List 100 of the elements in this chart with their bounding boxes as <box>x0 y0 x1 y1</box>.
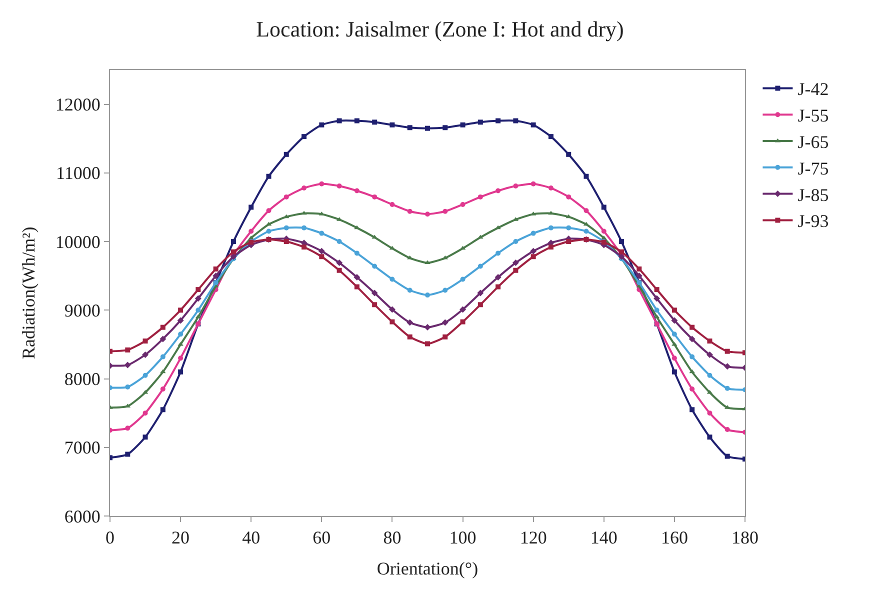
point <box>302 225 307 230</box>
point <box>707 434 712 440</box>
point <box>425 126 430 131</box>
point <box>513 118 518 124</box>
point <box>478 234 484 239</box>
legend-label: J-93 <box>798 211 829 232</box>
point <box>530 248 537 254</box>
point <box>654 295 660 302</box>
y-tick-label: 8000 <box>64 369 100 390</box>
point <box>672 332 677 337</box>
point <box>142 338 148 344</box>
x-tick-label: 40 <box>242 528 260 548</box>
x-axis-title: Orientation(°) <box>376 558 478 579</box>
y-tick-label: 6000 <box>64 506 100 526</box>
point <box>584 208 589 214</box>
point <box>672 356 677 361</box>
point <box>336 183 342 188</box>
legend-label: J-55 <box>798 106 829 126</box>
point <box>390 202 395 207</box>
point <box>530 254 536 260</box>
legend-label: J-85 <box>798 184 829 205</box>
point <box>125 347 130 352</box>
point <box>619 249 624 254</box>
point <box>160 369 166 374</box>
point <box>548 244 554 250</box>
point <box>213 266 218 272</box>
point <box>601 204 606 210</box>
point <box>160 324 166 330</box>
point <box>496 118 501 124</box>
point <box>478 302 483 308</box>
point <box>354 284 360 290</box>
point <box>636 266 642 272</box>
point <box>160 354 166 360</box>
point <box>319 181 324 186</box>
point <box>125 384 130 390</box>
point <box>125 426 130 431</box>
point <box>266 228 272 234</box>
point <box>566 225 572 230</box>
point <box>460 122 466 128</box>
point <box>724 348 730 354</box>
point <box>266 208 272 214</box>
x-tick-label: 80 <box>383 528 402 548</box>
point <box>407 208 412 214</box>
legend-label: J-65 <box>798 132 829 152</box>
point <box>178 369 184 374</box>
point <box>478 120 483 125</box>
point <box>724 386 730 391</box>
point <box>496 250 501 256</box>
point <box>336 239 342 244</box>
point <box>566 239 572 244</box>
point <box>478 194 483 200</box>
point <box>460 319 466 324</box>
point <box>266 174 272 179</box>
point <box>125 452 130 457</box>
point <box>584 228 589 234</box>
point <box>724 363 731 370</box>
y-tick-label: 9000 <box>64 300 100 320</box>
point <box>372 194 378 200</box>
point <box>636 272 642 280</box>
point <box>160 407 166 412</box>
point <box>690 354 695 360</box>
point <box>619 239 624 244</box>
point <box>690 386 695 392</box>
point <box>425 292 430 298</box>
point <box>372 234 378 239</box>
legend-label: J-75 <box>798 158 829 178</box>
point <box>496 284 501 290</box>
point <box>442 319 448 326</box>
line-series <box>110 210 745 410</box>
point <box>142 372 148 378</box>
point <box>160 386 166 392</box>
point <box>284 239 289 244</box>
point <box>230 239 236 244</box>
point <box>301 210 307 215</box>
point <box>124 362 131 368</box>
point <box>494 274 502 280</box>
line-series <box>110 225 745 392</box>
point <box>442 288 448 293</box>
point <box>442 208 448 214</box>
x-tick-label: 160 <box>660 528 688 548</box>
point <box>142 352 149 358</box>
point <box>319 230 324 236</box>
point <box>530 181 536 186</box>
point <box>548 134 554 140</box>
point <box>407 288 412 293</box>
point <box>336 260 343 266</box>
point <box>460 276 466 282</box>
point <box>407 125 412 130</box>
point <box>654 287 660 292</box>
point <box>318 248 325 254</box>
point <box>390 122 395 128</box>
y-tick-label: 10000 <box>55 232 100 252</box>
point <box>425 212 430 217</box>
point <box>319 254 324 260</box>
point <box>672 308 677 313</box>
point <box>707 372 712 378</box>
point <box>654 308 660 313</box>
point <box>584 174 589 179</box>
point <box>513 239 518 244</box>
point <box>689 369 695 374</box>
